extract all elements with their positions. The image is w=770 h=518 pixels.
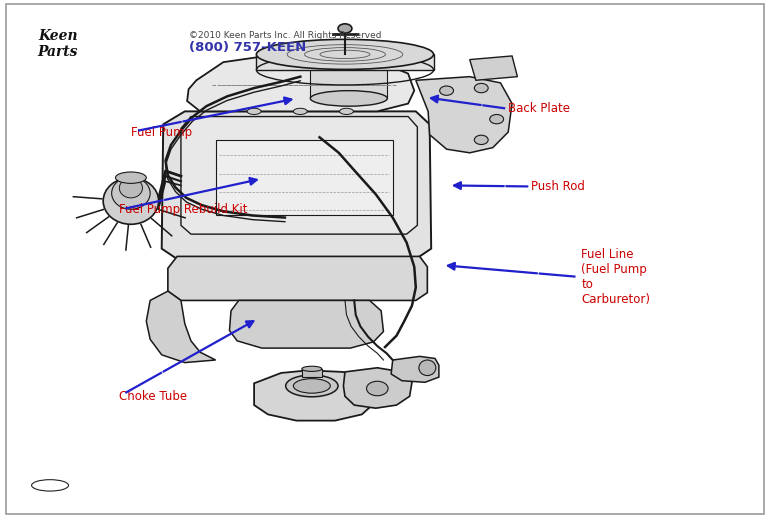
Ellipse shape xyxy=(419,360,436,376)
Text: Keen
Parts: Keen Parts xyxy=(38,29,78,59)
Polygon shape xyxy=(162,111,431,259)
Ellipse shape xyxy=(474,83,488,93)
Ellipse shape xyxy=(310,91,387,106)
Text: Back Plate: Back Plate xyxy=(508,102,571,116)
Ellipse shape xyxy=(247,108,261,114)
Ellipse shape xyxy=(367,381,388,396)
Ellipse shape xyxy=(440,86,454,95)
Text: Choke Tube: Choke Tube xyxy=(119,390,187,403)
Polygon shape xyxy=(216,140,393,215)
Polygon shape xyxy=(310,67,387,98)
Polygon shape xyxy=(187,54,414,111)
Text: Fuel Pump: Fuel Pump xyxy=(131,125,192,139)
Polygon shape xyxy=(146,291,216,363)
Polygon shape xyxy=(302,369,322,377)
Ellipse shape xyxy=(119,178,142,198)
Polygon shape xyxy=(256,54,434,70)
Ellipse shape xyxy=(338,24,352,33)
Polygon shape xyxy=(229,300,383,348)
Text: (800) 757-KEEN: (800) 757-KEEN xyxy=(189,41,306,54)
Polygon shape xyxy=(470,56,517,80)
Text: Fuel Pump Rebuild Kit: Fuel Pump Rebuild Kit xyxy=(119,203,248,217)
Ellipse shape xyxy=(302,366,322,371)
Ellipse shape xyxy=(340,108,353,114)
Polygon shape xyxy=(343,368,412,408)
Text: ©2010 Keen Parts Inc. All Rights Reserved: ©2010 Keen Parts Inc. All Rights Reserve… xyxy=(189,31,381,40)
Text: Push Rod: Push Rod xyxy=(531,180,585,193)
Polygon shape xyxy=(181,117,417,234)
Text: Fuel Line
(Fuel Pump
to
Carburetor): Fuel Line (Fuel Pump to Carburetor) xyxy=(581,248,651,306)
Ellipse shape xyxy=(293,379,330,393)
Ellipse shape xyxy=(112,177,150,209)
Polygon shape xyxy=(168,256,427,300)
Ellipse shape xyxy=(474,135,488,145)
Ellipse shape xyxy=(490,114,504,124)
Ellipse shape xyxy=(103,178,159,224)
Polygon shape xyxy=(416,77,512,153)
Ellipse shape xyxy=(293,108,307,114)
Ellipse shape xyxy=(256,39,434,69)
Ellipse shape xyxy=(286,375,338,397)
Polygon shape xyxy=(391,356,439,382)
Polygon shape xyxy=(254,370,376,421)
Ellipse shape xyxy=(116,172,146,183)
